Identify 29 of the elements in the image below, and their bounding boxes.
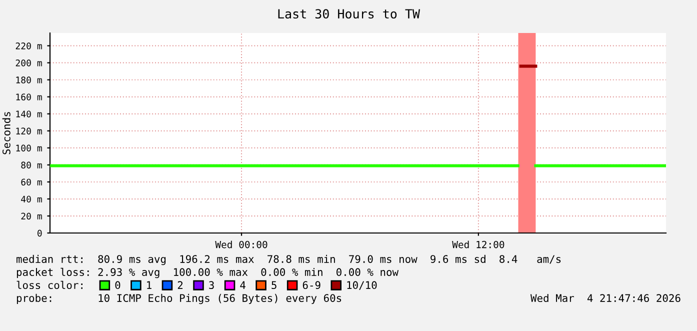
legend-label: 2 [178,281,183,289]
legend-label: 5 [272,281,276,290]
legend-label: 3 [209,281,214,290]
text: packet loss: 2.93 % avg 100.00 % max 0.00 % min 0.00 % now [16,268,399,278]
text: median rtt: 80.9 ms avg 196.2 ms max 78.8 ms min 79.0 ms now 9.6 ms sd 8.4 am/s [16,254,561,266]
legend-label: 10/10 [347,281,377,290]
y-tick-label: 20 m [21,212,42,220]
y-tick-label: 80 m [21,162,42,168]
y-tick-label: 160 m [16,94,42,100]
y-tick-label: 200 m [16,60,42,66]
x-tick-label: Wed 12:00 [452,240,504,248]
x-tick-label: Wed 00:00 [215,240,268,248]
y-tick-label: 40 m [21,196,42,203]
text: Wed Mar 4 21:47:46 2026 [530,294,680,302]
legend-label: 6-9 [302,281,320,290]
y-tick-label: 140 m [16,110,42,118]
legend-label: 1 [147,281,152,289]
legend-label: 0 [115,281,120,290]
y-tick-label: 0 [38,230,42,237]
y-tick-label: 100 m [16,144,42,152]
text: probe: 10 ICMP Echo Pings (56 Bytes) every 60s [16,294,342,304]
legend-title: loss color: [16,280,82,290]
y-tick-label: 120 m [16,128,42,134]
chart-title: Last 30 Hours to TW [278,9,420,19]
y-tick-label: 220 m [16,42,42,50]
y-tick-label: 180 m [16,76,42,84]
y-tick-label: 60 m [21,178,42,186]
legend-label: 4 [240,281,246,289]
y-axis-title: Seconds [2,112,10,154]
